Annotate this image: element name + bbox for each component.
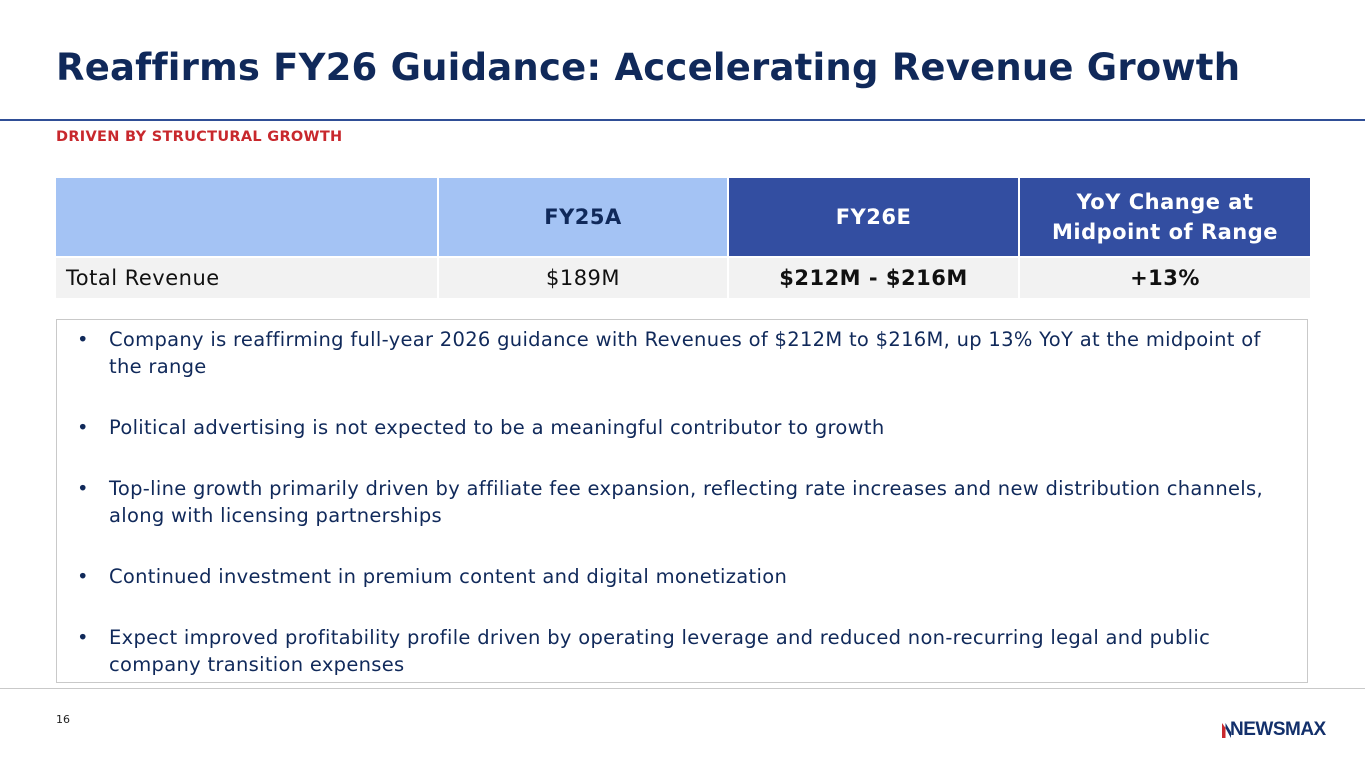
newsmax-logo: NEWSMAX [1222,718,1326,742]
key-points-box: • Company is reaffirming full-year 2026 g… [56,319,1308,683]
bullet-text: Political advertising is not expected to… [109,416,885,439]
cell-fy25a-revenue: $189M [438,256,729,298]
bullet-text: Top-line growth primarily driven by affi… [109,477,1263,527]
table-header-row: FY25A FY26E YoY Change at Midpoint of Ra… [56,178,1310,257]
bullet-icon: • [77,626,89,649]
footer-divider [0,688,1365,689]
cell-fy26e-revenue: $212M - $216M [728,256,1020,298]
logo-wordmark: NEWSMAX [1230,719,1326,740]
key-points-list: • Company is reaffirming full-year 2026 g… [57,326,1307,678]
newsmax-n-mark-icon [1222,723,1231,738]
header-fy25a: FY25A [438,178,729,257]
list-item: • Political advertising is not expected t… [57,414,1307,441]
bullet-icon: • [77,328,89,351]
list-item: • Continued investment in premium content… [57,563,1307,590]
guidance-table: FY25A FY26E YoY Change at Midpoint of Ra… [56,178,1310,298]
page-number: 16 [56,713,70,726]
list-item: • Expect improved profitability profile d… [57,624,1307,678]
cell-yoy-change: +13% [1019,256,1310,298]
bullet-icon: • [77,565,89,588]
row-label-total-revenue: Total Revenue [56,256,439,298]
bullet-icon: • [77,416,89,439]
header-blank-cell [56,178,439,257]
header-fy26e: FY26E [728,178,1020,257]
list-item: • Top-line growth primarily driven by aff… [57,475,1307,529]
bullet-text: Company is reaffirming full-year 2026 gu… [109,328,1261,378]
table-row: Total Revenue $189M $212M - $216M +13% [56,256,1310,298]
header-yoy-change: YoY Change at Midpoint of Range [1019,178,1310,257]
slide-subtitle: DRIVEN BY STRUCTURAL GROWTH [56,129,343,145]
title-divider [0,119,1365,121]
bullet-icon: • [77,477,89,500]
list-item: • Company is reaffirming full-year 2026 g… [57,326,1307,380]
slide-title: Reaffirms FY26 Guidance: Accelerating Re… [56,46,1241,89]
bullet-text: Expect improved profitability profile dr… [109,626,1211,676]
bullet-text: Continued investment in premium content … [109,565,788,588]
